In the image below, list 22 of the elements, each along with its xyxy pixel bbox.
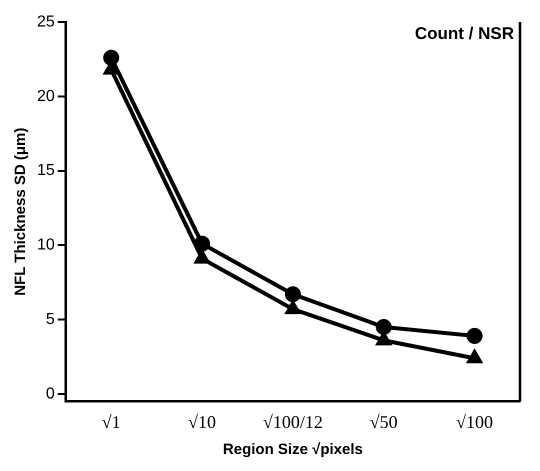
point	[103, 50, 120, 66]
x-axis-title: Region Size √pixels	[222, 441, 363, 458]
x-tick-label: √10	[188, 412, 216, 432]
y-axis-title: NFL Thickness SD (μm)	[12, 128, 30, 296]
point	[194, 236, 210, 252]
point	[376, 319, 392, 336]
y-tick-label: 0	[46, 385, 55, 402]
y-tick-label: 15	[37, 162, 55, 180]
point	[286, 301, 300, 314]
point	[466, 328, 483, 344]
y-tick-label: 20	[37, 88, 55, 105]
point	[467, 350, 482, 364]
x-tick-label: √50	[370, 412, 398, 432]
x-tick-label: √100/12	[262, 412, 323, 432]
y-tick-label: 5	[46, 310, 55, 328]
y-tick-label: 25	[37, 13, 55, 30]
x-tick-label: √100	[456, 412, 494, 432]
point	[194, 250, 210, 264]
x-tick-label: √1	[102, 412, 121, 432]
y-tick-label: 10	[37, 236, 55, 254]
annotation: Count / NSR	[414, 24, 514, 44]
point	[284, 286, 301, 302]
